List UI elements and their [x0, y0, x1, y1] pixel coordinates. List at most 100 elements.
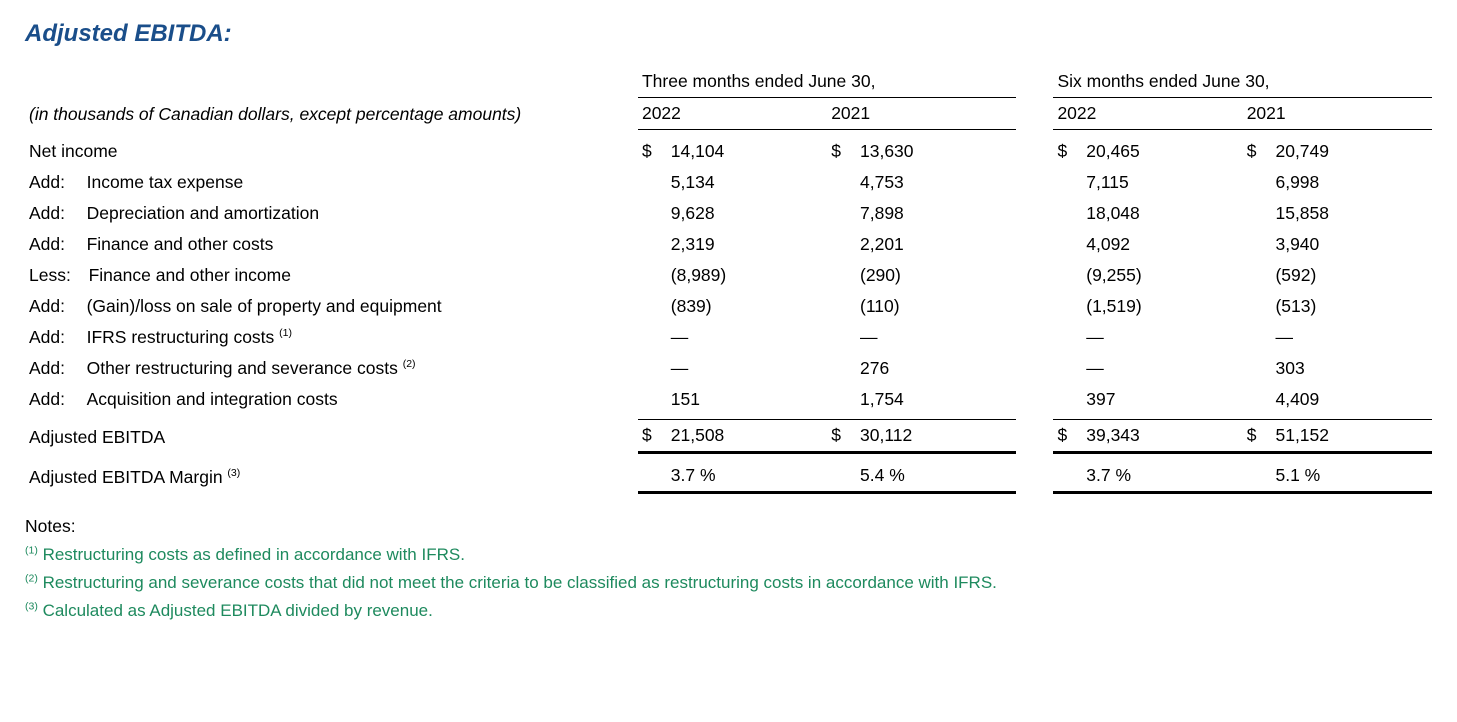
label-text: Adjusted EBITDA Margin: [29, 467, 227, 487]
prefix: Less:: [25, 260, 83, 291]
footnote-1: (1) Restructuring costs as defined in ac…: [25, 545, 1432, 565]
val-c3: (1,519): [1082, 291, 1242, 322]
val-c2: 5.4 %: [856, 460, 1016, 493]
footnote-ref-1: (1): [279, 327, 292, 339]
cur-c4: $: [1243, 136, 1272, 167]
val-c4: 303: [1271, 353, 1432, 384]
label: Other restructuring and severance costs …: [83, 353, 638, 384]
val-c3: —: [1082, 322, 1242, 353]
label: Income tax expense: [83, 167, 638, 198]
label: IFRS restructuring costs (1): [83, 322, 638, 353]
cur-c3: $: [1053, 420, 1082, 453]
prefix: Add:: [25, 353, 83, 384]
val-c4: (513): [1271, 291, 1432, 322]
footnote-2: (2) Restructuring and severance costs th…: [25, 573, 1432, 593]
val-c2: 13,630: [856, 136, 1016, 167]
val-c4: 51,152: [1271, 420, 1432, 453]
year-header-row: (in thousands of Canadian dollars, excep…: [25, 98, 1432, 130]
val-c1: (839): [667, 291, 827, 322]
year-2021-a: 2021: [827, 98, 1016, 130]
label-net-income: Net income: [25, 136, 638, 167]
val-c1: 151: [667, 384, 827, 415]
label: Finance and other income: [83, 260, 638, 291]
row-gain-loss: Add: (Gain)/loss on sale of property and…: [25, 291, 1432, 322]
label: Depreciation and amortization: [83, 198, 638, 229]
cur-c1: $: [638, 420, 667, 453]
label: Adjusted EBITDA: [25, 420, 638, 453]
row-depreciation: Add: Depreciation and amortization 9,628…: [25, 198, 1432, 229]
cur-c2: $: [827, 136, 856, 167]
row-income-tax: Add: Income tax expense 5,134 4,753 7,11…: [25, 167, 1432, 198]
footnote-ref-3: (3): [227, 467, 240, 479]
row-finance-costs: Add: Finance and other costs 2,319 2,201…: [25, 229, 1432, 260]
val-c3: 20,465: [1082, 136, 1242, 167]
label: Adjusted EBITDA Margin (3): [25, 460, 638, 493]
val-c3: 3.7 %: [1082, 460, 1242, 493]
val-c2: —: [856, 322, 1016, 353]
val-c4: —: [1271, 322, 1432, 353]
year-2022-b: 2022: [1053, 98, 1242, 130]
val-c4: 3,940: [1271, 229, 1432, 260]
footnote-ref-2: (2): [403, 358, 416, 370]
val-c4: 20,749: [1271, 136, 1432, 167]
label: (Gain)/loss on sale of property and equi…: [83, 291, 638, 322]
footnote-3-text: Calculated as Adjusted EBITDA divided by…: [38, 601, 433, 620]
period-header-six-months: Six months ended June 30,: [1053, 66, 1432, 98]
val-c2: (290): [856, 260, 1016, 291]
val-c1: —: [667, 353, 827, 384]
prefix: Add:: [25, 167, 83, 198]
row-finance-income: Less: Finance and other income (8,989) (…: [25, 260, 1432, 291]
val-c1: —: [667, 322, 827, 353]
footnote-3-sup: (3): [25, 600, 38, 612]
val-c2: 1,754: [856, 384, 1016, 415]
row-acquisition: Add: Acquisition and integration costs 1…: [25, 384, 1432, 415]
row-other-restructuring: Add: Other restructuring and severance c…: [25, 353, 1432, 384]
val-c1: 5,134: [667, 167, 827, 198]
val-c2: (110): [856, 291, 1016, 322]
val-c3: 39,343: [1082, 420, 1242, 453]
val-c4: 5.1 %: [1271, 460, 1432, 493]
val-c4: 6,998: [1271, 167, 1432, 198]
prefix: Add:: [25, 322, 83, 353]
period-header-three-months: Three months ended June 30,: [638, 66, 1016, 98]
val-c3: 4,092: [1082, 229, 1242, 260]
prefix: Add:: [25, 229, 83, 260]
val-c3: (9,255): [1082, 260, 1242, 291]
footnote-2-sup: (2): [25, 572, 38, 584]
cur-c1: $: [638, 136, 667, 167]
row-adjusted-ebitda: Adjusted EBITDA $ 21,508 $ 30,112 $ 39,3…: [25, 420, 1432, 453]
row-adjusted-ebitda-margin: Adjusted EBITDA Margin (3) 3.7 % 5.4 % 3…: [25, 460, 1432, 493]
ebitda-table: Three months ended June 30, Six months e…: [25, 66, 1432, 494]
val-c2: 2,201: [856, 229, 1016, 260]
footnote-1-text: Restructuring costs as defined in accord…: [38, 545, 465, 564]
val-c1: (8,989): [667, 260, 827, 291]
val-c3: 7,115: [1082, 167, 1242, 198]
val-c3: 397: [1082, 384, 1242, 415]
prefix: Add:: [25, 291, 83, 322]
val-c3: —: [1082, 353, 1242, 384]
label-text: IFRS restructuring costs: [87, 327, 280, 347]
prefix: Add:: [25, 198, 83, 229]
val-c1: 2,319: [667, 229, 827, 260]
val-c2: 276: [856, 353, 1016, 384]
val-c1: 3.7 %: [667, 460, 827, 493]
val-c2: 7,898: [856, 198, 1016, 229]
val-c2: 4,753: [856, 167, 1016, 198]
year-2021-b: 2021: [1243, 98, 1432, 130]
cur-c4: $: [1243, 420, 1272, 453]
year-2022-a: 2022: [638, 98, 827, 130]
val-c1: 21,508: [667, 420, 827, 453]
prefix: Add:: [25, 384, 83, 415]
subtitle: (in thousands of Canadian dollars, excep…: [25, 98, 638, 130]
val-c4: 4,409: [1271, 384, 1432, 415]
row-net-income: Net income $ 14,104 $ 13,630 $ 20,465 $ …: [25, 136, 1432, 167]
label: Acquisition and integration costs: [83, 384, 638, 415]
val-c1: 14,104: [667, 136, 827, 167]
period-header-row: Three months ended June 30, Six months e…: [25, 66, 1432, 98]
row-ifrs-restructuring: Add: IFRS restructuring costs (1) — — — …: [25, 322, 1432, 353]
label-text: Other restructuring and severance costs: [87, 358, 403, 378]
val-c3: 18,048: [1082, 198, 1242, 229]
val-c4: (592): [1271, 260, 1432, 291]
page-title: Adjusted EBITDA:: [25, 20, 1432, 48]
cur-c3: $: [1053, 136, 1082, 167]
